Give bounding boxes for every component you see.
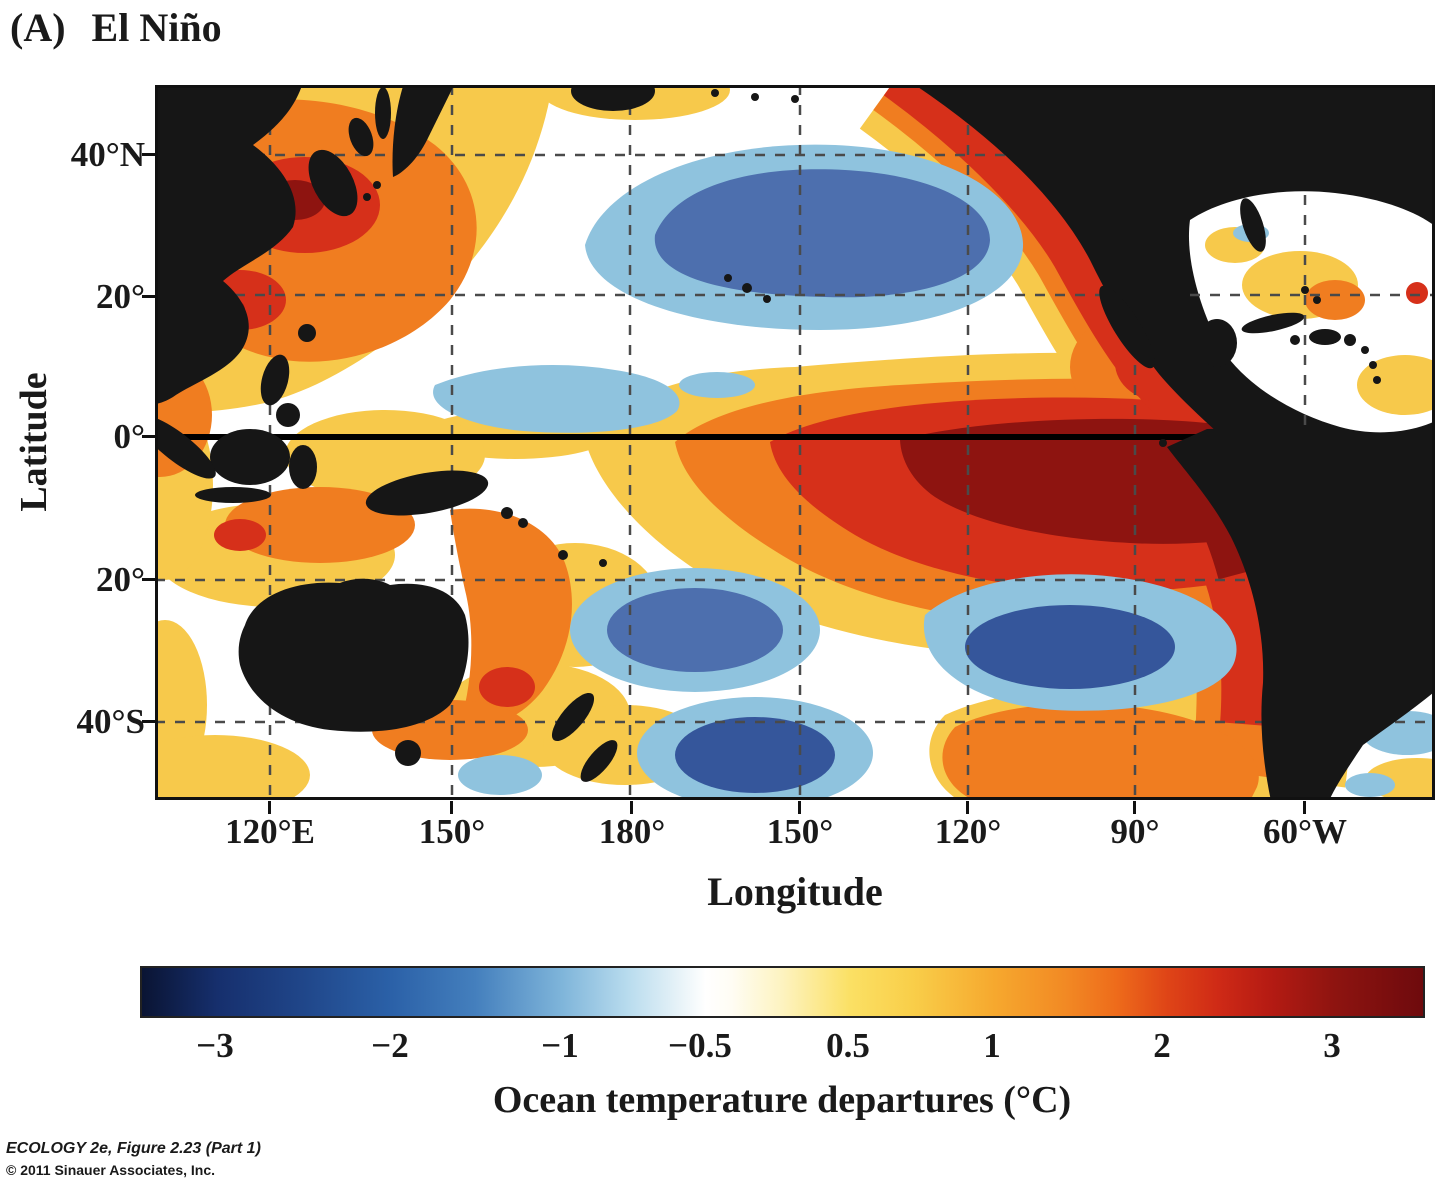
land-florida (1240, 198, 1266, 252)
land-baja (1099, 285, 1155, 369)
colorbar-tick-neg05: −0.5 (668, 1026, 732, 1065)
x-tick-180: 180° (598, 812, 666, 851)
land-cuba (1241, 312, 1305, 334)
land-sakhalin (375, 87, 391, 139)
copyright-line: © 2011 Sinauer Associates, Inc. (6, 1162, 216, 1178)
colorbar-tick-neg2: −2 (371, 1026, 409, 1065)
colorbar-label: Ocean temperature departures (°C) (492, 1079, 1072, 1121)
x-tick-90w: 90° (1110, 812, 1160, 851)
y-tickmark (142, 295, 155, 298)
land-yucatan (1197, 319, 1237, 367)
y-tick-20n: 20° (96, 277, 145, 316)
land-philippines (260, 354, 290, 406)
x-tickmark (798, 801, 801, 814)
x-tickmark (630, 801, 633, 814)
figure-title: (A) El Niño (10, 4, 222, 51)
land-tasmania (395, 740, 421, 766)
land-borneo (210, 429, 290, 485)
colorbar-tick-pos05: 0.5 (826, 1026, 870, 1065)
x-tickmark (1303, 801, 1306, 814)
land-new-zealand-south (580, 740, 618, 782)
land-hawaii (742, 283, 752, 293)
colorbar-tick-pos3: 3 (1323, 1026, 1341, 1065)
x-tick-60w: 60°W (1263, 812, 1347, 851)
pacific-anomaly-map (155, 85, 1435, 800)
map-border (155, 85, 1435, 800)
atlantic-region (1189, 191, 1435, 433)
y-tickmark (142, 153, 155, 156)
figure-credit: ECOLOGY 2e, Figure 2.23 (Part 1) (6, 1140, 261, 1157)
colorbar-tick-neg1: −1 (541, 1026, 579, 1065)
colorbar-tick-pos1: 1 (983, 1026, 1001, 1065)
x-tickmark (268, 801, 271, 814)
y-tick-40n: 40°N (70, 135, 145, 174)
x-tickmark (966, 801, 969, 814)
land-hispaniola (1309, 329, 1341, 345)
land-south-america (1167, 423, 1435, 800)
y-tick-40s: 40°S (76, 702, 145, 741)
y-tickmark (142, 578, 155, 581)
x-tickmark (450, 801, 453, 814)
panel-label: (A) (10, 5, 66, 50)
land-new-zealand-north (551, 692, 595, 742)
x-tick-150e: 150° (418, 812, 486, 851)
y-tickmark (142, 435, 155, 438)
colorbar-gradient (140, 966, 1425, 1018)
land-top-mid (571, 85, 655, 111)
y-tick-0: 0° (113, 417, 146, 456)
land-asia (155, 85, 303, 405)
panel-title-text: El Niño (91, 5, 222, 50)
y-tick-20s: 20° (96, 560, 145, 599)
land-new-guinea (365, 470, 489, 516)
land-kamchatka (392, 85, 455, 177)
y-tickmark (142, 720, 155, 723)
x-tick-120e: 120°E (225, 812, 315, 851)
land-java (195, 487, 271, 503)
land-australia (238, 578, 469, 732)
colorbar-tick-pos2: 2 (1153, 1026, 1171, 1065)
x-tick-120w: 120° (934, 812, 1002, 851)
x-axis-label: Longitude (707, 869, 883, 914)
land-japan (308, 149, 358, 217)
colorbar-tick-neg3: −3 (196, 1026, 234, 1065)
x-tick-150w: 150° (766, 812, 834, 851)
land-sulawesi (289, 445, 317, 489)
x-tickmark (1133, 801, 1136, 814)
map-plot-area (155, 85, 1435, 800)
land-galapagos (1159, 439, 1167, 447)
